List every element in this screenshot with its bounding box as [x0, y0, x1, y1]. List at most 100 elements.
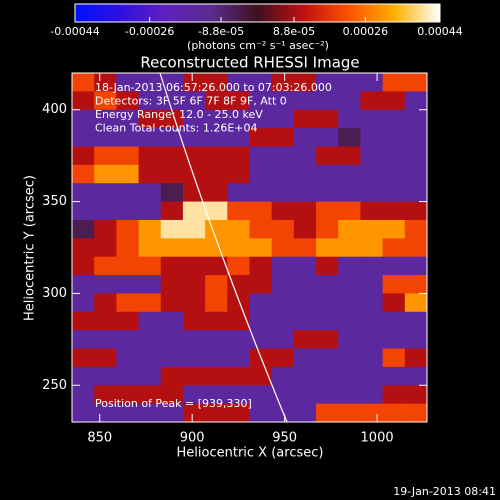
heatmap-cell — [338, 91, 361, 111]
heatmap-cell — [293, 164, 317, 184]
heatmap-cell — [227, 366, 250, 386]
heatmap-cell — [249, 385, 273, 405]
heatmap-cell — [316, 348, 339, 368]
heatmap-cell — [94, 238, 117, 258]
heatmap-cell — [338, 385, 361, 405]
heatmap-cell — [227, 219, 250, 239]
heatmap-cell — [227, 311, 250, 331]
heatmap-cell — [227, 164, 250, 184]
heatmap-cell — [182, 348, 206, 368]
heatmap-cell — [404, 330, 427, 350]
heatmap-cell — [205, 256, 228, 276]
heatmap-cell — [382, 403, 406, 422]
heatmap-cell — [338, 403, 361, 422]
heatmap-cell — [316, 91, 339, 111]
heatmap-cell — [182, 293, 206, 313]
heatmap-cell — [360, 91, 384, 111]
heatmap-cell — [404, 385, 427, 405]
heatmap-cell — [160, 183, 184, 203]
heatmap-cell — [138, 293, 162, 313]
heatmap-cell — [94, 219, 117, 239]
heatmap-cell — [316, 128, 339, 147]
heatmap-cell — [249, 330, 273, 350]
heatmap-cell — [316, 311, 339, 331]
colorbar-label: (photons cm⁻² s⁻¹ asec⁻²) — [187, 39, 329, 52]
heatmap-cell — [316, 330, 339, 350]
heatmap-cell — [249, 219, 273, 239]
heatmap-cell — [72, 311, 95, 331]
heatmap-cell — [316, 256, 339, 276]
heatmap-cell — [94, 109, 117, 129]
heatmap-cell — [116, 219, 140, 239]
heatmap-cell — [360, 366, 384, 386]
heatmap-cell — [138, 348, 162, 368]
heatmap-cell — [116, 109, 140, 129]
heatmap-cell — [338, 146, 361, 166]
heatmap-cell — [249, 109, 273, 129]
heatmap-cell — [316, 183, 339, 203]
annotation: 18-Jan-2013 06:57:26.000 to 07:03:26.000 — [95, 81, 332, 94]
heatmap-cell — [116, 164, 140, 184]
heatmap-cell — [404, 238, 427, 258]
heatmap-cell — [249, 403, 273, 422]
heatmap-cell — [404, 256, 427, 276]
heatmap-cell — [205, 164, 228, 184]
heatmap-cell — [72, 164, 95, 184]
heatmap-cell — [382, 73, 406, 92]
heatmap-cell — [227, 128, 250, 147]
heatmap-cell — [293, 385, 317, 405]
heatmap-cell — [138, 73, 162, 92]
heatmap-cell — [404, 109, 427, 129]
heatmap-cell — [338, 73, 361, 92]
heatmap-cell — [138, 238, 162, 258]
heatmap-cell — [94, 201, 117, 221]
heatmap-cell — [404, 164, 427, 184]
heatmap-cell — [293, 73, 317, 92]
heatmap-cell — [182, 330, 206, 350]
heatmap-cell — [116, 91, 140, 111]
heatmap-cell — [205, 330, 228, 350]
heatmap-cell — [271, 238, 295, 258]
heatmap-cell — [249, 293, 273, 313]
heatmap-cell — [404, 275, 427, 294]
heatmap-cell — [227, 330, 250, 350]
y-axis-label: Heliocentric Y (arcsec) — [23, 175, 38, 321]
y-tick-label: 250 — [42, 378, 67, 393]
colorbar-tick-label: 0.00044 — [417, 25, 463, 38]
heatmap-cell — [338, 201, 361, 221]
heatmap-cell — [404, 348, 427, 368]
heatmap-cell — [138, 366, 162, 386]
heatmap-cell — [227, 183, 250, 203]
heatmap-cell — [338, 164, 361, 184]
heatmap-cell — [94, 330, 117, 350]
heatmap-cell — [293, 293, 317, 313]
heatmap-cell — [94, 164, 117, 184]
heatmap-cell — [72, 366, 95, 386]
heatmap-cell — [138, 256, 162, 276]
heatmap-cell — [94, 311, 117, 331]
heatmap-cell — [249, 73, 273, 92]
heatmap-cell — [382, 128, 406, 147]
heatmap-cell — [404, 293, 427, 313]
heatmap-cell — [205, 366, 228, 386]
heatmap-cell — [249, 146, 273, 166]
heatmap-cell — [249, 201, 273, 221]
heatmap-cell — [404, 91, 427, 111]
heatmap-cell — [182, 91, 206, 111]
heatmap-cell — [72, 219, 95, 239]
heatmap-cell — [293, 366, 317, 386]
heatmap-cell — [293, 330, 317, 350]
heatmap-cell — [160, 238, 184, 258]
heatmap-cell — [293, 348, 317, 368]
heatmap-cell — [160, 311, 184, 331]
heatmap-cell — [116, 73, 140, 92]
heatmap-cell — [116, 183, 140, 203]
heatmap-cell — [227, 275, 250, 294]
heatmap-cell — [72, 330, 95, 350]
heatmap-cell — [227, 348, 250, 368]
heatmap-cell — [316, 293, 339, 313]
heatmap-cell — [160, 348, 184, 368]
heatmap-cell — [138, 109, 162, 129]
heatmap-cell — [316, 366, 339, 386]
heatmap-cell — [160, 219, 184, 239]
